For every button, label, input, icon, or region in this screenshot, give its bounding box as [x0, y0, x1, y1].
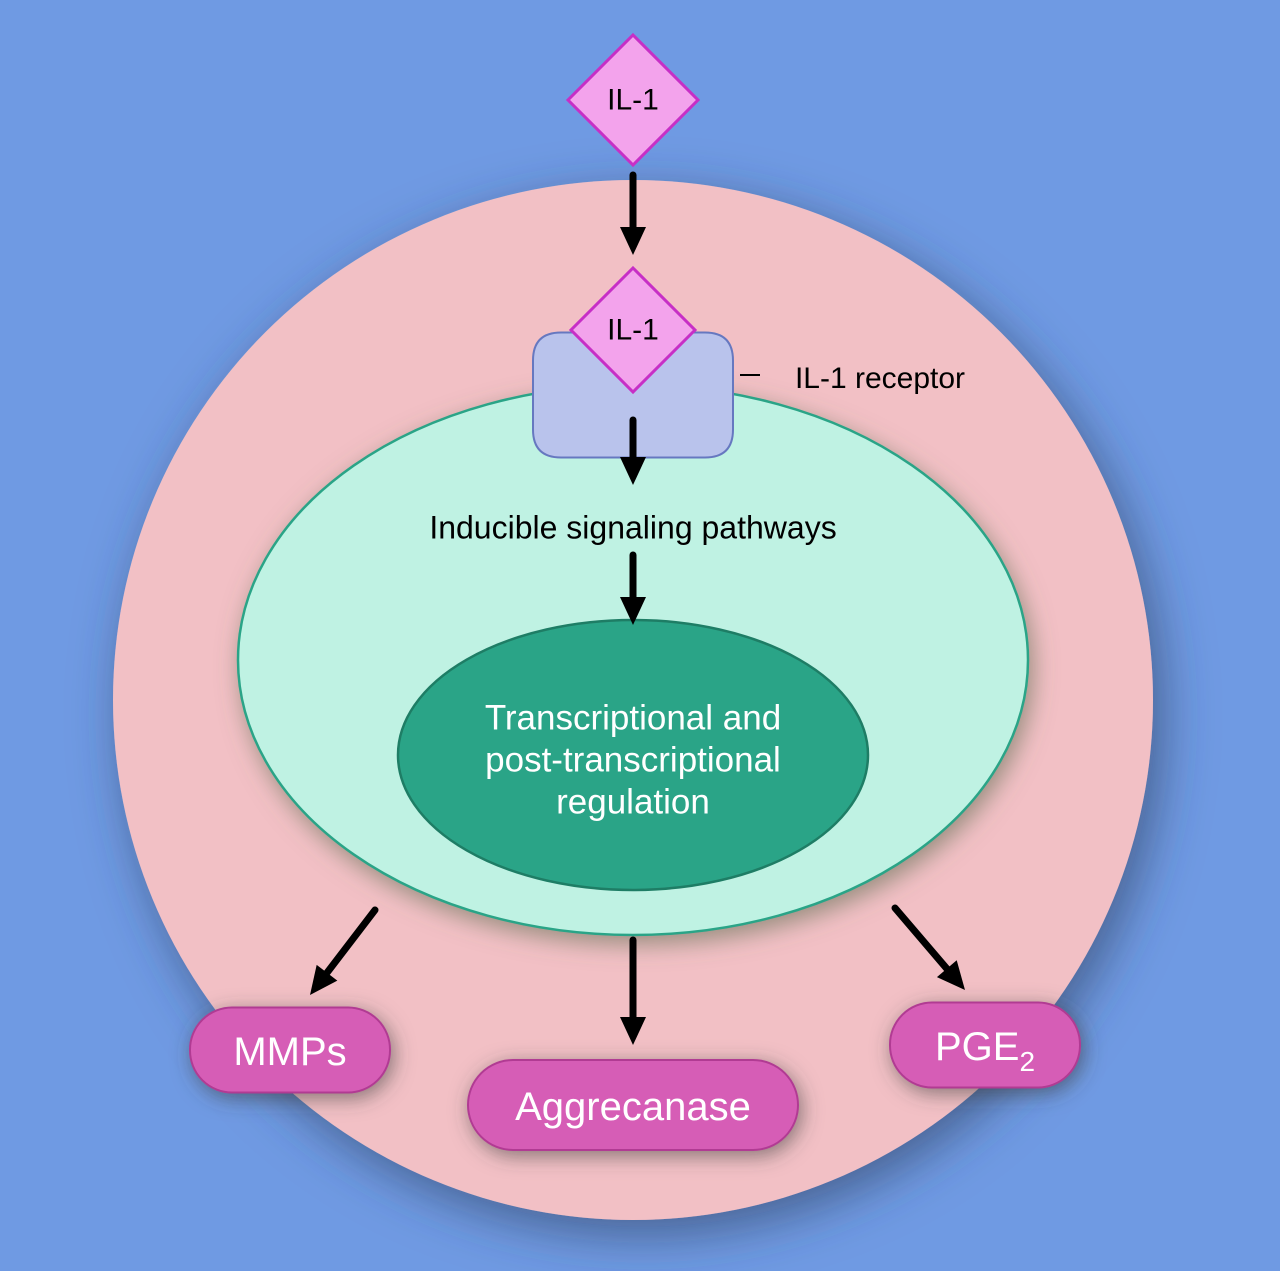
nucleus-label-line: regulation — [556, 782, 710, 821]
nucleus-label-line: post-transcriptional — [485, 740, 781, 779]
diagram-root: IL-1 receptor IL-1 IL-1 Inducible signaling… — [0, 0, 1280, 1271]
pathways-label: Inducible signaling pathways — [429, 509, 836, 545]
receptor-label: IL-1 receptor — [795, 362, 965, 395]
output-aggrecanase-label: Aggrecanase — [515, 1085, 751, 1129]
il1-ligand-free-label: IL-1 — [607, 84, 659, 117]
output-mmps-label: MMPs — [233, 1030, 346, 1074]
il1-ligand-bound-label: IL-1 — [607, 314, 659, 347]
nucleus-label-line: Transcriptional and — [485, 698, 781, 737]
